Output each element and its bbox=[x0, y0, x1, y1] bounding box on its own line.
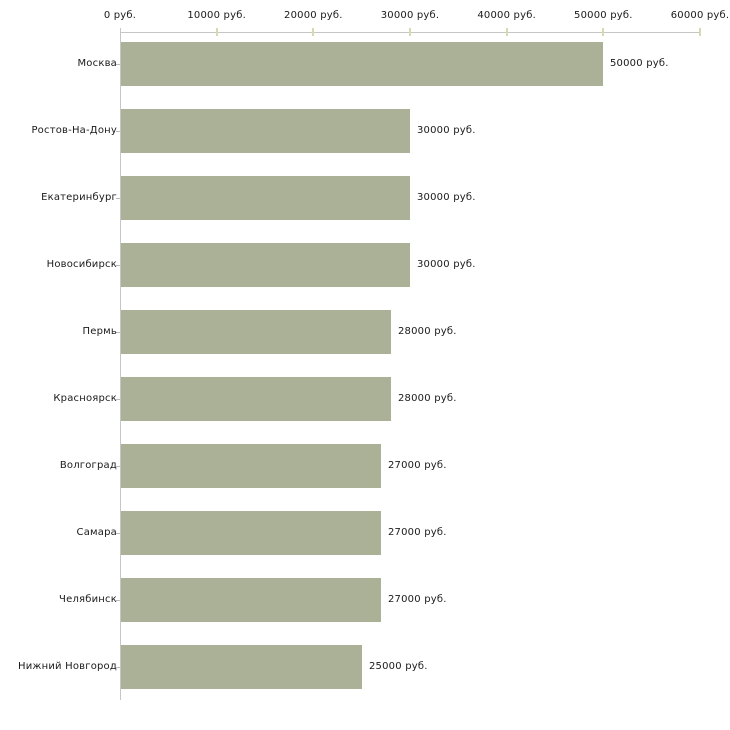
value-label: 25000 руб. bbox=[369, 661, 428, 672]
category-tick-mark bbox=[116, 466, 120, 467]
bar bbox=[121, 109, 410, 153]
bar bbox=[121, 444, 381, 488]
x-tick-label: 30000 руб. bbox=[380, 10, 440, 21]
category-label: Красноярск bbox=[53, 393, 117, 404]
x-tick-mark bbox=[312, 28, 315, 36]
value-label: 30000 руб. bbox=[417, 192, 476, 203]
bar bbox=[121, 377, 391, 421]
category-tick-mark bbox=[116, 198, 120, 199]
x-tick-label: 0 руб. bbox=[103, 10, 137, 21]
x-tick-mark bbox=[699, 28, 701, 36]
x-tick-mark bbox=[602, 28, 605, 36]
category-tick-mark bbox=[116, 131, 120, 132]
bar bbox=[121, 645, 362, 689]
category-label: Пермь bbox=[82, 326, 117, 337]
category-label: Москва bbox=[77, 58, 117, 69]
bar bbox=[121, 511, 381, 555]
bar bbox=[121, 310, 391, 354]
category-tick-mark bbox=[116, 64, 120, 65]
x-tick-mark bbox=[409, 28, 411, 36]
x-tick-mark bbox=[215, 28, 218, 36]
value-label: 28000 руб. bbox=[398, 393, 457, 404]
value-label: 30000 руб. bbox=[417, 259, 476, 270]
value-label: 27000 руб. bbox=[388, 460, 447, 471]
y-axis-line bbox=[120, 28, 121, 700]
category-tick-mark bbox=[116, 600, 120, 601]
x-tick-mark bbox=[505, 28, 508, 36]
category-label: Новосибирск bbox=[46, 259, 117, 270]
value-label: 27000 руб. bbox=[388, 594, 447, 605]
value-label: 50000 руб. bbox=[610, 58, 669, 69]
category-label: Волгоград bbox=[59, 460, 117, 471]
category-tick-mark bbox=[116, 667, 120, 668]
x-tick-label: 20000 руб. bbox=[284, 10, 343, 21]
category-label: Самара bbox=[76, 527, 117, 538]
category-tick-mark bbox=[116, 332, 120, 333]
bar bbox=[121, 42, 603, 86]
value-label: 30000 руб. bbox=[417, 125, 476, 136]
category-label: Ростов-На-Дону bbox=[31, 125, 117, 136]
x-tick-label: 50000 руб. bbox=[574, 10, 633, 21]
category-label: Челябинск bbox=[59, 594, 117, 605]
bar bbox=[121, 578, 381, 622]
x-tick-label: 10000 руб. bbox=[187, 10, 246, 21]
value-label: 28000 руб. bbox=[398, 326, 457, 337]
x-tick-label: 40000 руб. bbox=[477, 10, 536, 21]
category-label: Нижний Новгород bbox=[17, 661, 117, 672]
bar bbox=[121, 176, 410, 220]
bar bbox=[121, 243, 410, 287]
x-tick-label: 60000 руб. bbox=[670, 10, 730, 21]
category-label: Екатеринбург bbox=[41, 192, 117, 203]
category-tick-mark bbox=[116, 265, 120, 266]
value-label: 27000 руб. bbox=[388, 527, 447, 538]
category-tick-mark bbox=[116, 533, 120, 534]
category-tick-mark bbox=[116, 399, 120, 400]
